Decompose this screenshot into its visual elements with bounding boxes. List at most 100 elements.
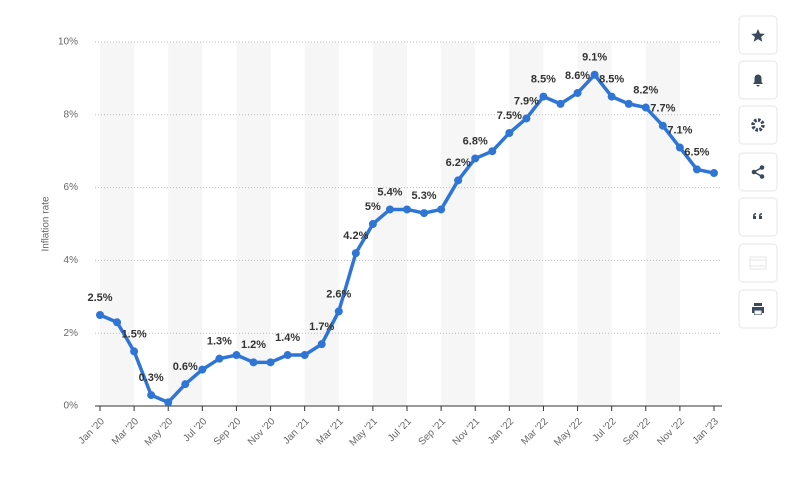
x-tick-label: May '21 — [348, 416, 381, 449]
point — [385, 205, 394, 214]
point — [317, 340, 326, 349]
point — [539, 92, 548, 101]
point — [147, 391, 156, 400]
x-tick-label: May '20 — [143, 416, 176, 449]
point — [96, 311, 104, 319]
y-tick-label: 10% — [58, 37, 78, 48]
stripe — [372, 42, 407, 406]
value-label: 8.5% — [599, 74, 624, 86]
point — [164, 398, 173, 407]
point — [266, 358, 275, 367]
stripe — [168, 42, 203, 406]
value-label: 0.6% — [173, 361, 198, 373]
point — [300, 351, 309, 360]
stripe — [441, 42, 476, 406]
x-tick-label: Jan '20 — [77, 416, 108, 447]
value-label: 2.5% — [87, 292, 112, 304]
value-label: 5% — [365, 201, 381, 213]
point — [334, 307, 343, 316]
value-label: 8.2% — [633, 84, 658, 96]
point — [505, 129, 514, 137]
point — [215, 354, 224, 363]
x-tick-label: Jan '22 — [486, 416, 517, 447]
point — [522, 114, 531, 123]
y-tick-label: 4% — [64, 255, 79, 266]
value-label: 2.6% — [326, 288, 351, 300]
x-tick-label: Jan '21 — [281, 416, 312, 447]
point — [403, 205, 411, 214]
value-label: 6.8% — [463, 135, 488, 147]
favorite-button[interactable] — [738, 15, 778, 55]
x-tick-label: Nov '20 — [246, 416, 278, 448]
point — [471, 154, 480, 163]
value-label: 6.2% — [446, 157, 471, 169]
point — [488, 147, 497, 156]
stripes — [100, 42, 680, 406]
value-label: 4.2% — [343, 230, 368, 242]
point — [420, 209, 429, 218]
point — [249, 358, 258, 367]
value-label: 7.5% — [497, 110, 522, 122]
value-label: 1.5% — [122, 328, 147, 340]
stripe — [645, 42, 680, 406]
point — [283, 351, 292, 360]
x-tick-label: Sep '20 — [212, 416, 244, 448]
value-label: 1.4% — [275, 332, 300, 344]
point — [113, 318, 122, 327]
stripe — [236, 42, 271, 406]
x-tick-label: Nov '21 — [451, 416, 483, 448]
stripe — [577, 42, 612, 406]
x-tick-label: May '22 — [552, 416, 585, 449]
value-label: 1.7% — [309, 321, 334, 333]
point — [607, 92, 616, 101]
value-label: 8.6% — [565, 70, 590, 82]
point — [351, 249, 360, 258]
print-button[interactable] — [738, 289, 778, 329]
point — [232, 351, 241, 360]
value-label: 5.3% — [412, 190, 437, 202]
point — [198, 365, 207, 374]
y-tick-label: 2% — [64, 328, 79, 339]
value-label: 6.5% — [684, 146, 709, 158]
y-axis-label: Inflation rate — [41, 196, 52, 251]
x-tick-label: Jul '22 — [591, 416, 619, 444]
value-label: 9.1% — [582, 52, 607, 64]
x-tick-label: Jul '21 — [386, 416, 414, 444]
value-label: 5.4% — [377, 186, 402, 198]
x-tick-label: Nov '22 — [655, 416, 687, 448]
point — [692, 165, 701, 174]
value-label: 7.7% — [650, 103, 675, 115]
x-tick-label: Sep '21 — [417, 416, 449, 448]
stripe — [100, 42, 135, 406]
value-label: 0.3% — [139, 372, 164, 384]
point — [368, 220, 377, 228]
x-tick-label: Sep '22 — [621, 416, 653, 448]
point — [573, 88, 582, 97]
share-button[interactable] — [738, 152, 778, 192]
sidebar — [738, 15, 778, 329]
y-tick-label: 0% — [64, 401, 79, 412]
point — [454, 176, 463, 185]
x-tick-label: Jul '20 — [181, 416, 209, 444]
point — [710, 169, 718, 178]
point — [624, 99, 633, 108]
point — [590, 70, 599, 79]
y-tick-label: 8% — [64, 109, 79, 120]
x-tick-label: Mar '20 — [110, 416, 141, 447]
x-tick-label: Mar '22 — [519, 416, 550, 447]
notification-button[interactable] — [738, 60, 778, 100]
settings-button[interactable] — [738, 105, 778, 145]
value-label: 7.9% — [514, 95, 539, 107]
y-tick-label: 6% — [64, 182, 79, 193]
point — [130, 347, 139, 356]
point — [181, 380, 190, 389]
cite-button[interactable] — [738, 197, 778, 237]
value-label: 1.3% — [207, 336, 232, 348]
x-tick-label: Jan '23 — [691, 416, 722, 447]
x-tick-label: Mar '21 — [315, 416, 346, 447]
value-label: 8.5% — [531, 74, 556, 86]
language-button[interactable] — [738, 243, 778, 283]
point — [556, 99, 565, 108]
